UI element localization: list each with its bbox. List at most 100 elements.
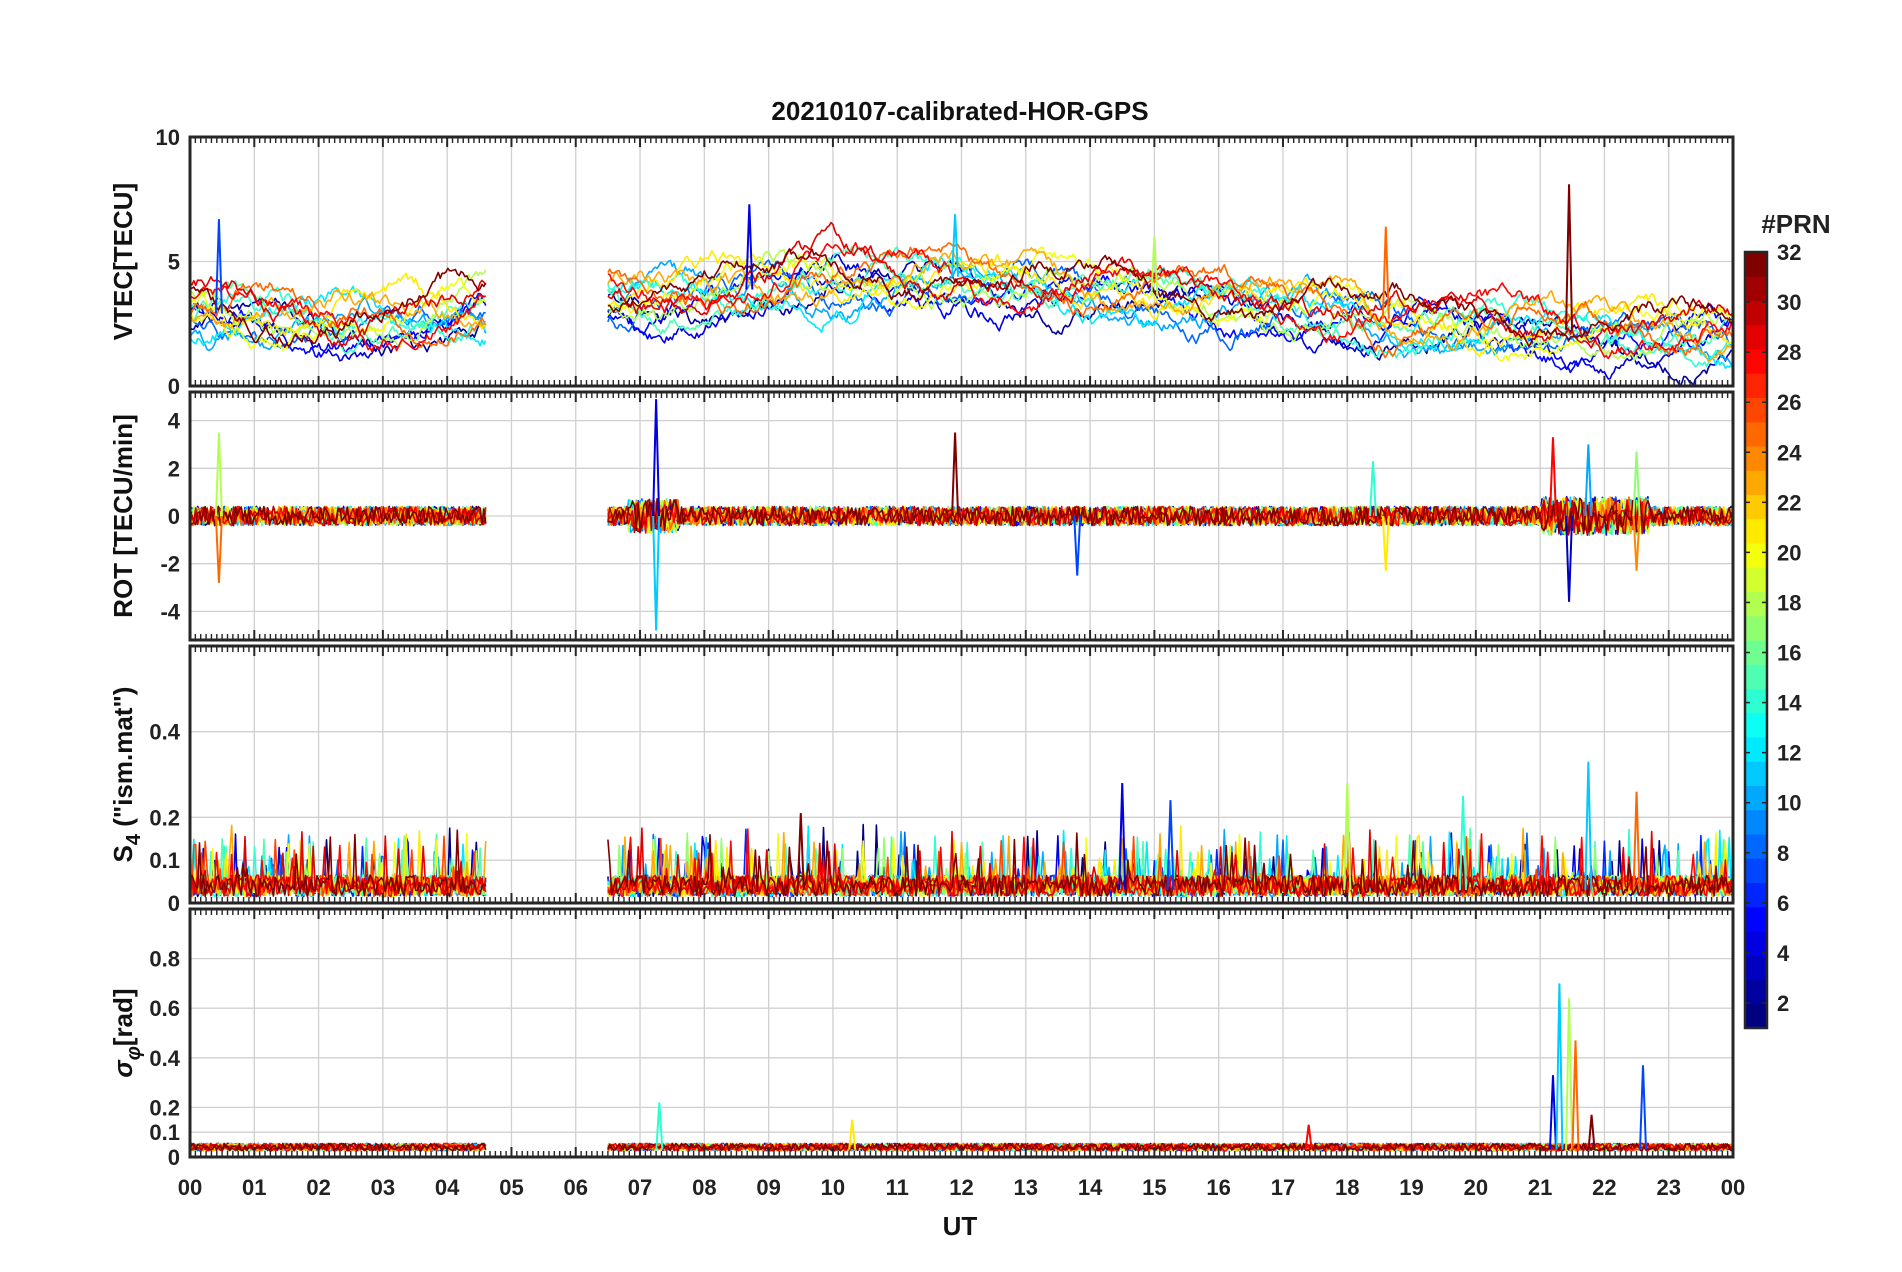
panel-s4-ytick-label: 0 (168, 891, 180, 916)
panel-s4-spike (1166, 800, 1175, 891)
panel-vtec: 0 5 10 VTEC[TECU] (108, 125, 1735, 399)
panel-vtec-ytick-label: 0 (168, 374, 180, 399)
panel-s4-spike (1118, 783, 1127, 891)
panel-s4-series-prn-32 (190, 829, 487, 898)
panel-vtec-series-prn-23 (190, 287, 487, 329)
panel-s4-series-prn-32 (607, 832, 1733, 898)
x-tick-label: 22 (1592, 1175, 1616, 1200)
panel-vtec-series-prn-4 (607, 253, 1733, 380)
panel-sigma: 00.10.2 0.4 0.6 0.8σφ[rad] (108, 907, 1735, 1170)
colorbar-segment (1745, 834, 1767, 859)
panel-s4-spike (1632, 791, 1641, 891)
panel-vtec-ytick-label: 5 (168, 250, 180, 275)
chart-title: 20210107-calibrated-HOR-GPS (771, 96, 1148, 126)
panel-rot-spike (652, 515, 661, 631)
colorbar-segment (1745, 737, 1767, 762)
panel-rot-ytick-label: 2 (168, 456, 180, 481)
panel-rot-spike (951, 432, 960, 517)
colorbar-tick-label: 26 (1777, 390, 1801, 415)
x-tick-label: 21 (1528, 1175, 1552, 1200)
x-tick-label: 18 (1335, 1175, 1359, 1200)
x-tick-label: 08 (692, 1175, 716, 1200)
colorbar-segment (1745, 761, 1767, 786)
panel-rot-spike (214, 432, 223, 517)
x-tick-label: 23 (1656, 1175, 1680, 1200)
panel-rot-series-prn-32 (190, 505, 487, 527)
x-tick-label: 16 (1206, 1175, 1230, 1200)
panel-s4-minor-ticks (189, 646, 1734, 903)
panel-sigma-spike (848, 1119, 857, 1150)
panel-rot-spike (1381, 515, 1390, 571)
panel-s4-ytick-label: 0.1 (149, 848, 180, 873)
colorbar-title: #PRN (1761, 209, 1830, 239)
panel-vtec-series-prn-29 (607, 221, 1733, 349)
panel-rot-ytick-label: 4 (168, 409, 181, 434)
panel-s4-ylabel: S4 ("ism.mat") (108, 687, 145, 863)
panel-rot-spike (214, 515, 223, 583)
colorbar-segment (1745, 906, 1767, 932)
panel-sigma-spike (1571, 1040, 1580, 1150)
x-tick-label: 15 (1142, 1175, 1166, 1200)
x-tick-label: 07 (628, 1175, 652, 1200)
panel-vtec-spike (1381, 226, 1390, 319)
colorbar-segment (1745, 979, 1767, 1005)
panel-rot-ytick-label: -2 (160, 552, 180, 577)
panel-s4-spike (1584, 761, 1593, 891)
colorbar-tick-label: 10 (1777, 791, 1801, 816)
x-tick-label: 04 (435, 1175, 460, 1200)
x-tick-label: 17 (1271, 1175, 1295, 1200)
x-tick-label: 10 (821, 1175, 845, 1200)
colorbar-segment (1745, 882, 1767, 908)
colorbar-tick-label: 6 (1777, 891, 1789, 916)
panel-vtec-series-prn-25 (607, 242, 1733, 359)
panel-sigma-ytick-label: 0 (168, 1145, 180, 1170)
panel-sigma-series-prn-32 (607, 1142, 1733, 1152)
colorbar-segment (1745, 518, 1767, 544)
colorbar-tick-label: 2 (1777, 991, 1789, 1016)
colorbar-tick-label: 14 (1777, 691, 1802, 716)
x-tick-label: 02 (306, 1175, 330, 1200)
panel-vtec-ytick-label: 10 (156, 125, 180, 150)
panel-vtec-spike (745, 204, 754, 290)
panel-vtec-spike (214, 219, 223, 314)
colorbar-segment (1745, 446, 1767, 471)
panel-sigma-ytick-label: 0.6 (149, 996, 180, 1021)
panel-vtec-series-prn-20 (607, 246, 1733, 363)
colorbar-segment (1745, 276, 1767, 301)
colorbar-frame (1743, 250, 1769, 1030)
x-tick-label: 19 (1399, 1175, 1423, 1200)
x-tick-label: 14 (1078, 1175, 1103, 1200)
panel-vtec-minor-ticks (189, 137, 1734, 386)
colorbar-tick-label: 20 (1777, 540, 1801, 565)
panel-vtec-spike (951, 214, 960, 277)
colorbar-segment (1745, 1003, 1767, 1029)
colorbar-tick-label: 4 (1777, 941, 1790, 966)
panel-rot-spike (1632, 515, 1641, 571)
panel-rot: -4 -2 0 2 4 ROT [TECU/min] (108, 390, 1735, 642)
panel-rot-spike (1584, 444, 1593, 517)
colorbar-segment (1745, 494, 1767, 520)
panel-vtec-series-prn-23 (607, 247, 1733, 363)
panel-sigma-spike (655, 1102, 664, 1150)
x-tick-label: 12 (949, 1175, 973, 1200)
panel-rot-spike (1565, 515, 1574, 602)
panel-rot-series-prn-32 (607, 497, 1733, 536)
panel-s4-spike (796, 813, 805, 891)
panel-sigma-series-prn-28 (190, 1142, 487, 1152)
x-tick-label: 00 (178, 1175, 202, 1200)
colorbar-tick-label: 28 (1777, 340, 1801, 365)
panel-sigma-spike (1638, 1065, 1647, 1150)
colorbar-segment (1745, 324, 1767, 350)
colorbar-segment (1745, 955, 1767, 980)
colorbar-segment (1745, 785, 1767, 811)
colorbar-segment (1745, 664, 1767, 689)
colorbar-tick-label: 30 (1777, 290, 1801, 315)
panel-s4-series-group (190, 761, 1733, 898)
x-tick-label: 03 (371, 1175, 395, 1200)
panel-vtec-series-prn-20 (190, 277, 487, 352)
panel-vtec-series-prn-5 (607, 266, 1733, 374)
panel-sigma-spike (1587, 1114, 1596, 1150)
colorbar-segment (1745, 470, 1767, 495)
